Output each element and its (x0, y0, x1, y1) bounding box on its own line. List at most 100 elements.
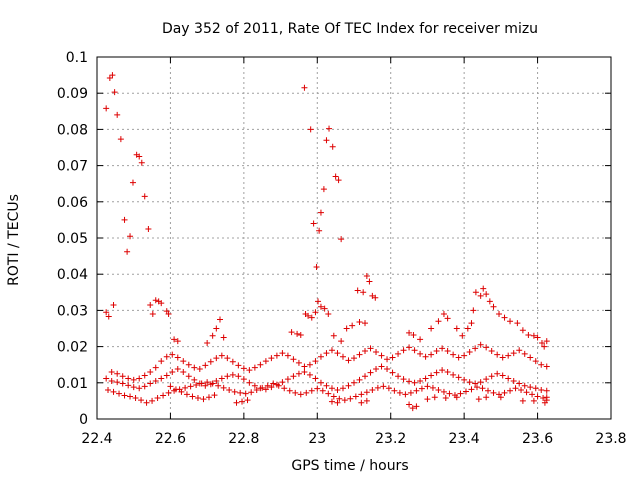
data-point (158, 375, 165, 382)
data-point (446, 390, 453, 397)
data-point (367, 369, 374, 376)
data-point (152, 297, 159, 304)
data-point (103, 105, 110, 112)
data-point (466, 349, 473, 356)
data-point (418, 385, 425, 392)
data-point (494, 351, 501, 358)
data-point (330, 393, 337, 400)
data-point (406, 344, 413, 351)
data-point (356, 351, 363, 358)
data-point (323, 382, 330, 389)
data-point (358, 391, 365, 398)
data-point (499, 354, 506, 361)
data-point (108, 377, 115, 384)
data-point (402, 391, 409, 398)
data-point (231, 388, 238, 395)
data-point (145, 225, 152, 232)
data-point (288, 329, 295, 336)
data-point (450, 371, 457, 378)
data-point (455, 354, 462, 361)
data-point (525, 332, 532, 339)
data-point (347, 395, 354, 402)
data-point (505, 352, 512, 359)
data-point (428, 325, 435, 332)
data-point (194, 395, 201, 402)
data-point (268, 384, 275, 391)
x-tick-label: 23.6 (522, 431, 553, 447)
data-point (317, 379, 324, 386)
data-point (354, 287, 361, 294)
data-point (435, 318, 442, 325)
data-point (125, 375, 132, 382)
data-point (378, 352, 385, 359)
data-point (490, 303, 497, 310)
data-point (470, 307, 477, 314)
data-point (174, 338, 181, 345)
data-point (362, 373, 369, 380)
data-point (191, 376, 198, 383)
data-point (108, 368, 115, 375)
data-point (279, 350, 286, 357)
data-point (431, 394, 438, 401)
data-point (339, 353, 346, 360)
data-point (422, 353, 429, 360)
data-point (105, 313, 112, 320)
data-point (152, 377, 159, 384)
data-point (240, 365, 247, 372)
data-point (362, 320, 369, 327)
data-point (328, 398, 335, 405)
data-point (312, 309, 319, 316)
data-point (325, 390, 332, 397)
data-point (196, 366, 203, 373)
y-tick-label: 0.09 (57, 86, 88, 102)
x-tick-label: 23.4 (449, 431, 480, 447)
data-point (374, 384, 381, 391)
data-point (119, 373, 126, 380)
data-point (297, 391, 304, 398)
data-point (462, 388, 469, 395)
data-point (284, 352, 291, 359)
data-point (424, 396, 431, 403)
data-point (320, 186, 327, 193)
data-point (319, 387, 326, 394)
data-point (507, 318, 514, 325)
data-point (356, 318, 363, 325)
data-point (336, 395, 343, 402)
data-point (224, 355, 231, 362)
data-point (406, 378, 413, 385)
data-point (251, 364, 258, 371)
data-point (363, 273, 370, 280)
data-point (216, 316, 223, 323)
data-point (453, 394, 460, 401)
data-point (497, 394, 504, 401)
data-point (532, 385, 539, 392)
data-point (264, 382, 271, 389)
data-point (538, 339, 545, 346)
data-point (453, 325, 460, 332)
data-point (369, 387, 376, 394)
data-point (163, 372, 170, 379)
data-point (246, 379, 253, 386)
data-point (306, 361, 313, 368)
data-point (183, 391, 190, 398)
data-point (306, 371, 313, 378)
data-point (218, 375, 225, 382)
data-point (174, 366, 181, 373)
data-point (440, 388, 447, 395)
data-point (485, 387, 492, 394)
data-point (338, 236, 345, 243)
data-point (329, 143, 336, 150)
axis-ticks: 22.4 22.6 22.8 23 23.2 23.4 23.6 23.8 0 0.01 0.02 0… (57, 50, 627, 447)
data-point (132, 395, 139, 402)
data-point (167, 383, 174, 390)
data-point (158, 300, 165, 307)
data-point (204, 339, 211, 346)
data-point (516, 347, 523, 354)
data-point (185, 361, 192, 368)
data-point (314, 385, 321, 392)
data-point (335, 177, 342, 184)
data-point (204, 379, 211, 386)
data-point (273, 352, 280, 359)
data-point (413, 403, 420, 410)
x-tick-label: 23.8 (595, 431, 626, 447)
